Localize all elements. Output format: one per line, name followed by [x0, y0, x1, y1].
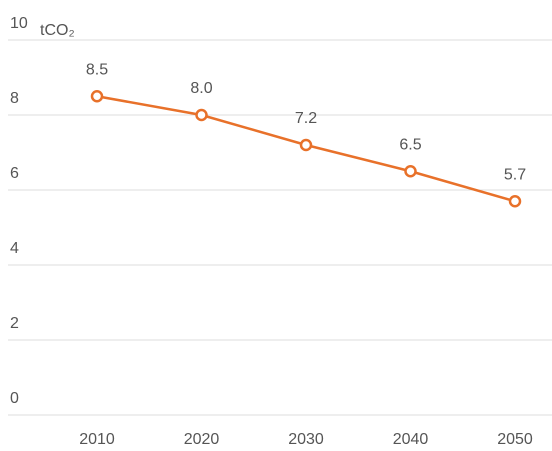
value-label: 6.5 [399, 136, 421, 153]
point [90, 90, 104, 103]
y-tick-label: 8 [10, 90, 19, 107]
value-label: 7.2 [295, 110, 317, 127]
x-tick-label: 2050 [497, 431, 533, 448]
y-tick-label: 6 [10, 165, 19, 182]
x-tick-label: 2040 [393, 431, 429, 448]
value-label: 5.7 [504, 166, 526, 183]
x-tick-label: 2020 [184, 431, 220, 448]
y-tick-label: 0 [10, 390, 19, 407]
point [299, 138, 313, 152]
x-tick-label: 2030 [288, 431, 324, 448]
y-tick-label: 10 [10, 15, 28, 32]
y-tick-label: 2 [10, 315, 19, 332]
point [404, 165, 417, 178]
value-label: 8.5 [86, 61, 108, 78]
point [508, 195, 522, 208]
x-tick-label: 2010 [79, 431, 115, 448]
point [195, 108, 208, 122]
y-unit-label: tCO₂ [40, 22, 75, 39]
value-label: 8.0 [190, 80, 212, 97]
y-tick-label: 4 [10, 240, 19, 257]
